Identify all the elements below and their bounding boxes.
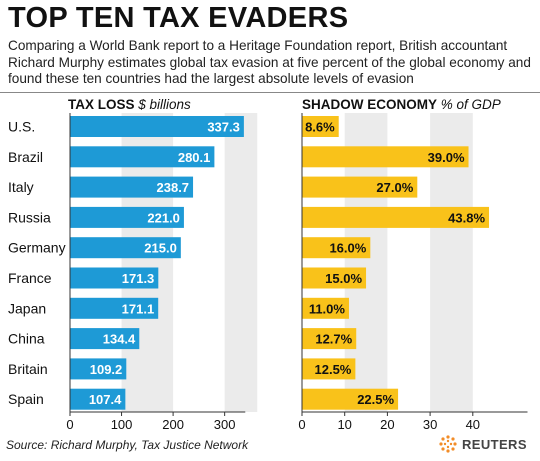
shadow-economy-bar	[302, 388, 399, 410]
category-label: Brazil	[8, 149, 43, 165]
tax-loss-bar	[70, 297, 159, 319]
shadow-economy-value-label: 27.0%	[376, 180, 413, 195]
tax-loss-unit: $ billions	[138, 97, 191, 112]
tax-loss-value-label: 221.0	[147, 210, 180, 225]
category-label: France	[8, 270, 52, 286]
tax-loss-band	[224, 113, 258, 412]
shadow-economy-tick-label: 20	[380, 417, 394, 432]
reuters-logo: REUTERS	[438, 434, 527, 454]
tax-loss-panel-title: TAX LOSS $ billions	[68, 97, 191, 112]
shadow-economy-bar	[302, 176, 418, 198]
tax-loss-tick-label: 200	[162, 417, 184, 432]
tax-loss-value-label: 215.0	[144, 241, 177, 256]
axes: 0 100 200 300 0 10 20 30 40	[66, 113, 528, 432]
shadow-economy-panel-title: SHADOW ECONOMY % of GDP	[302, 97, 501, 112]
tax-loss-bar	[70, 358, 127, 380]
tax-loss-bar	[70, 146, 215, 168]
shadow-economy-title: SHADOW ECONOMY	[302, 97, 437, 112]
shadow-economy-value-label: 12.7%	[315, 332, 352, 347]
shadow-economy-value-label: 11.0%	[309, 301, 346, 316]
shadow-economy-tick-label: 10	[337, 417, 351, 432]
tax-loss-value-label: 134.4	[103, 332, 136, 347]
shadow-economy-bar	[302, 297, 349, 319]
shadow-economy-tick-label: 40	[466, 417, 480, 432]
shadow-economy-bar	[302, 267, 367, 289]
reuters-logo-text: REUTERS	[462, 436, 527, 452]
shadow-economy-value-label: 8.6%	[305, 120, 335, 135]
category-label: Japan	[8, 300, 46, 316]
category-label: Russia	[8, 209, 51, 225]
shadow-economy-unit: % of GDP	[440, 97, 501, 112]
shadow-economy-bar	[302, 328, 357, 350]
reuters-dots-icon	[439, 435, 457, 453]
tax-loss-bar	[70, 237, 181, 259]
shadow-economy-bar	[302, 206, 490, 228]
shadow-economy-tick-label: 30	[423, 417, 437, 432]
tax-loss-bar	[70, 328, 140, 350]
shadow-economy-bar	[302, 146, 469, 168]
shadow-economy-value-label: 39.0%	[428, 150, 465, 165]
tax-loss-bar	[70, 388, 126, 410]
tax-loss-tick-label: 300	[214, 417, 236, 432]
tax-loss-value-label: 109.2	[90, 362, 123, 377]
shadow-economy-bar	[302, 358, 356, 380]
tax-loss-tick-label: 100	[111, 417, 133, 432]
shadow-economy-tick-label: 0	[298, 417, 305, 432]
tax-loss-value-label: 107.4	[89, 392, 122, 407]
category-label: Spain	[8, 391, 44, 407]
source-note: Source: Richard Murphy, Tax Justice Netw…	[6, 438, 249, 452]
tax-loss-value-label: 280.1	[178, 150, 211, 165]
category-label: Britain	[8, 361, 48, 377]
shadow-economy-value-label: 43.8%	[448, 210, 485, 225]
category-label: U.S.	[8, 119, 35, 135]
tax-loss-value-label: 171.1	[122, 301, 155, 316]
shadow-economy-value-label: 12.5%	[315, 362, 352, 377]
shadow-economy-value-label: 16.0%	[329, 241, 366, 256]
page-title: TOP TEN TAX EVADERS	[8, 2, 349, 34]
category-label: Germany	[8, 240, 66, 256]
shadow-economy-bar	[302, 116, 339, 137]
tax-loss-bar	[70, 206, 184, 228]
tax-loss-value-label: 337.3	[207, 120, 240, 135]
shadow-economy-bar	[302, 237, 371, 259]
shadow-economy-value-label: 22.5%	[357, 392, 394, 407]
shadow-economy-value-label: 15.0%	[325, 271, 362, 286]
subtitle: Comparing a World Bank report to a Herit…	[8, 38, 531, 86]
tax-loss-title: TAX LOSS	[68, 97, 135, 112]
tax-loss-value-label: 238.7	[157, 180, 190, 195]
tax-loss-bar	[70, 176, 194, 198]
tax-loss-tick-label: 0	[66, 417, 73, 432]
tax-loss-bar	[70, 267, 159, 289]
category-labels: U.S. Brazil Italy Russia Germany France Japan C…	[8, 119, 66, 408]
tax-loss-bar	[70, 116, 244, 137]
header-divider	[0, 92, 540, 93]
category-label: China	[8, 331, 45, 347]
tax-loss-value-label: 171.3	[122, 271, 155, 286]
bars: 337.3 280.1 238.7 221.0 215.0 171.3 171.1 134.4…	[70, 116, 490, 410]
category-label: Italy	[8, 179, 34, 195]
